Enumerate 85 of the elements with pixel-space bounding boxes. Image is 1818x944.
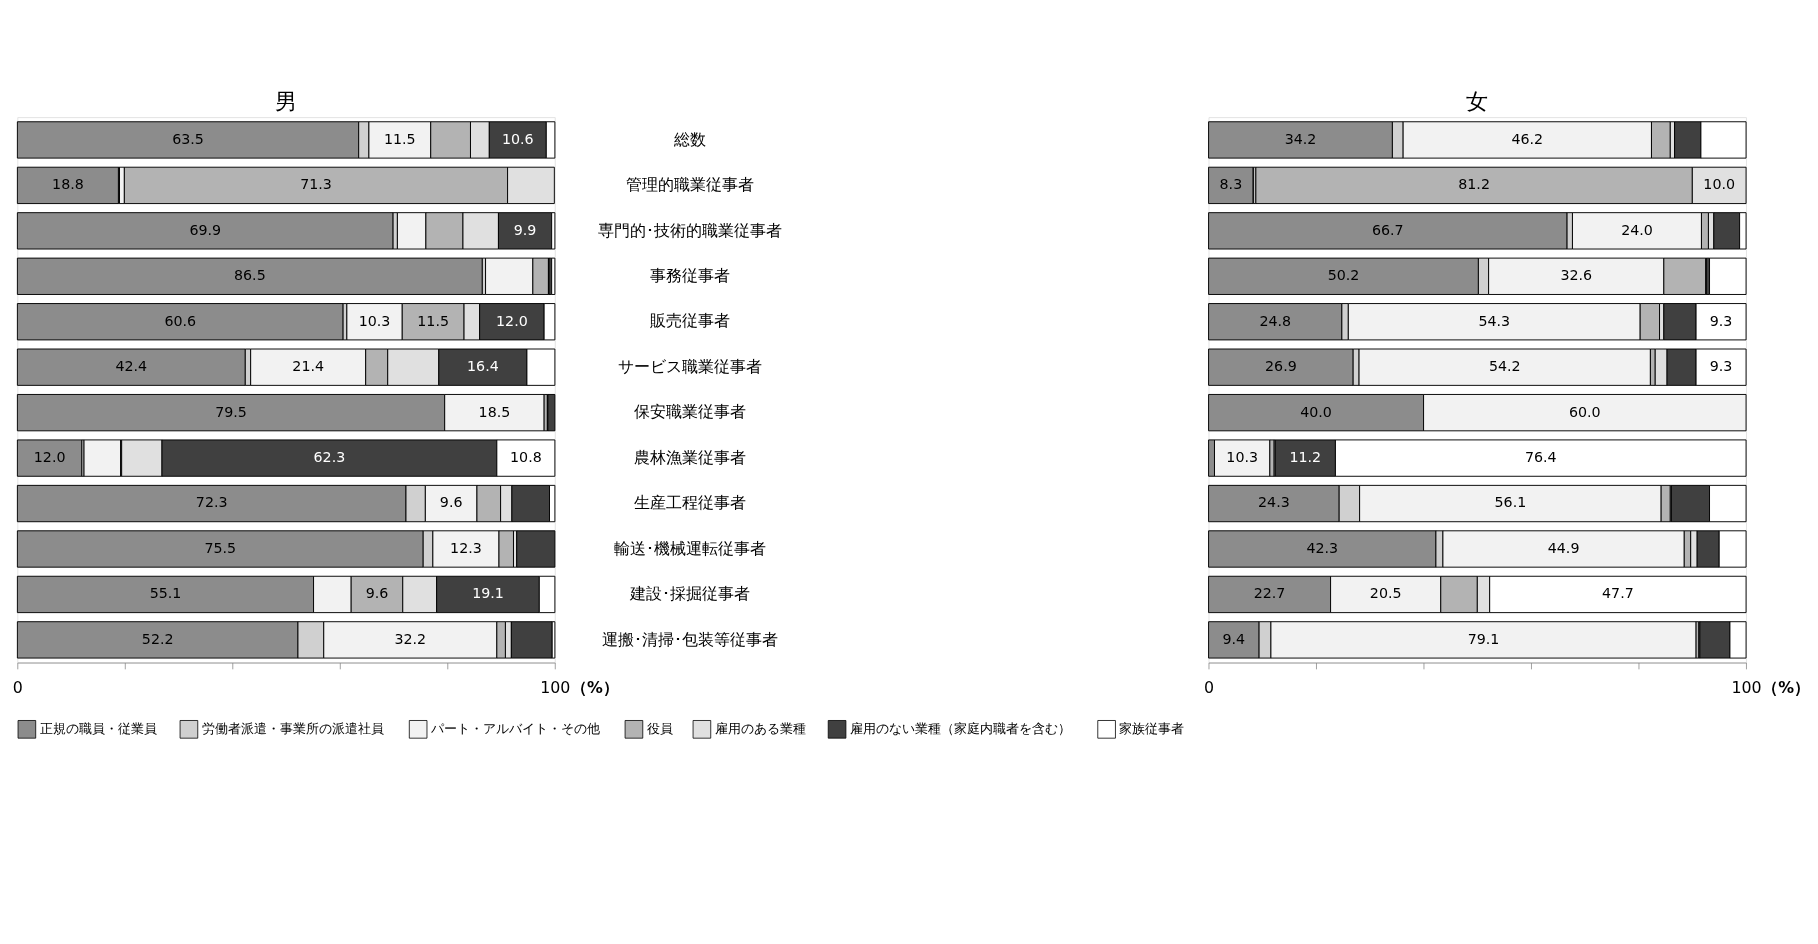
data-label: 10.0 [1703,176,1736,193]
x-tick-label: 100 [540,678,571,698]
x-tick-label: 100 [1731,678,1762,698]
data-label: 18.5 [478,403,511,420]
data-label: 60.0 [1568,403,1601,420]
chart-title: 女 [1466,88,1489,115]
chart-title: 男 [275,88,298,115]
data-label: 10.8 [510,449,542,466]
data-label: 9.6 [365,585,389,602]
data-label: 9.6 [439,494,463,511]
data-label: 40.0 [1300,403,1332,420]
data-label: 18.8 [52,176,84,193]
data-label: 16.4 [467,358,499,375]
data-label: 62.3 [313,449,346,466]
legend-label: 家族従事者 [1119,721,1185,737]
data-label: 32.6 [1560,267,1593,284]
data-label: 69.9 [189,221,222,238]
data-label: 10.3 [358,312,391,329]
y-tick-label: 事務従事者 [649,266,730,286]
legend-label: パート・アルバイト・その他 [429,721,600,737]
data-label: 11.5 [417,312,449,329]
data-label: 22.7 [1253,585,1286,602]
data-label: 60.6 [164,312,197,329]
data-label: 9.4 [1222,630,1246,647]
data-label: 12.3 [450,539,482,556]
data-label: 24.0 [1621,221,1653,238]
x-tick-label: 0 [12,678,23,698]
y-tick-label: 建設･採掘従事者 [628,584,750,604]
data-label: 20.5 [1369,585,1402,602]
y-tick-label: 生産工程従事者 [633,493,746,513]
data-label: 11.5 [383,130,416,147]
x-axis-title: （%） [1762,678,1811,698]
data-label: 12.0 [33,449,66,466]
y-tick-label: 総数 [672,129,706,149]
x-axis-title: （%） [571,678,619,698]
data-label: 9.9 [513,221,537,238]
data-label: 86.5 [234,267,266,284]
data-label: 12.0 [496,312,528,329]
data-label: 42.4 [115,358,148,375]
data-label: 26.9 [1265,358,1297,375]
y-tick-label: サービス職業従事者 [617,356,762,376]
data-label: 10.6 [501,130,534,147]
y-tick-label: 農林漁業従事者 [633,447,746,467]
data-label: 34.2 [1284,130,1317,147]
data-label: 47.7 [1602,585,1634,602]
data-label: 11.2 [1289,449,1322,466]
data-label: 81.2 [1458,176,1490,193]
data-label: 79.5 [215,403,247,420]
data-label: 24.8 [1259,312,1292,329]
y-tick-label: 管理的職業従事者 [625,175,754,195]
x-tick-label: 0 [1203,678,1214,698]
data-label: 76.4 [1524,449,1557,466]
y-tick-label: 保安職業従事者 [633,402,746,422]
data-label: 52.2 [141,630,174,647]
data-label: 75.5 [204,539,237,556]
data-label: 79.1 [1467,630,1500,647]
data-label: 9.3 [1709,312,1733,329]
y-tick-label: 輸送･機械運転従事者 [613,538,766,558]
legend-label: 雇用のない業種（家庭内職者を含む） [849,721,1071,737]
data-label: 54.2 [1488,358,1521,375]
data-label: 54.3 [1478,312,1511,329]
legend-label: 雇用のある業種 [714,721,806,737]
data-label: 19.1 [472,585,504,602]
data-label: 71.3 [300,176,332,193]
data-label: 9.3 [1709,358,1733,375]
data-label: 50.2 [1327,267,1360,284]
data-label: 56.1 [1494,494,1527,511]
legend-label: 労働者派遣・事業所の派遣社員 [201,721,384,737]
data-label: 44.9 [1547,539,1580,556]
data-label: 8.3 [1219,176,1243,193]
data-label: 66.7 [1371,221,1404,238]
data-label: 72.3 [195,494,228,511]
legend-label: 役員 [646,721,673,737]
data-label: 42.3 [1306,539,1339,556]
legend-label: 正規の職員・従業員 [39,721,157,737]
data-label: 55.1 [149,585,182,602]
data-label: 32.2 [394,630,427,647]
data-label: 21.4 [292,358,325,375]
y-tick-label: 運搬･清掃･包装等従事者 [601,629,778,649]
data-label: 24.3 [1258,494,1290,511]
y-tick-label: 販売従事者 [649,311,730,331]
y-tick-label: 専門的･技術的職業従事者 [597,220,782,240]
data-label: 10.3 [1226,449,1258,466]
data-label: 46.2 [1511,130,1544,147]
data-label: 63.5 [172,130,204,147]
